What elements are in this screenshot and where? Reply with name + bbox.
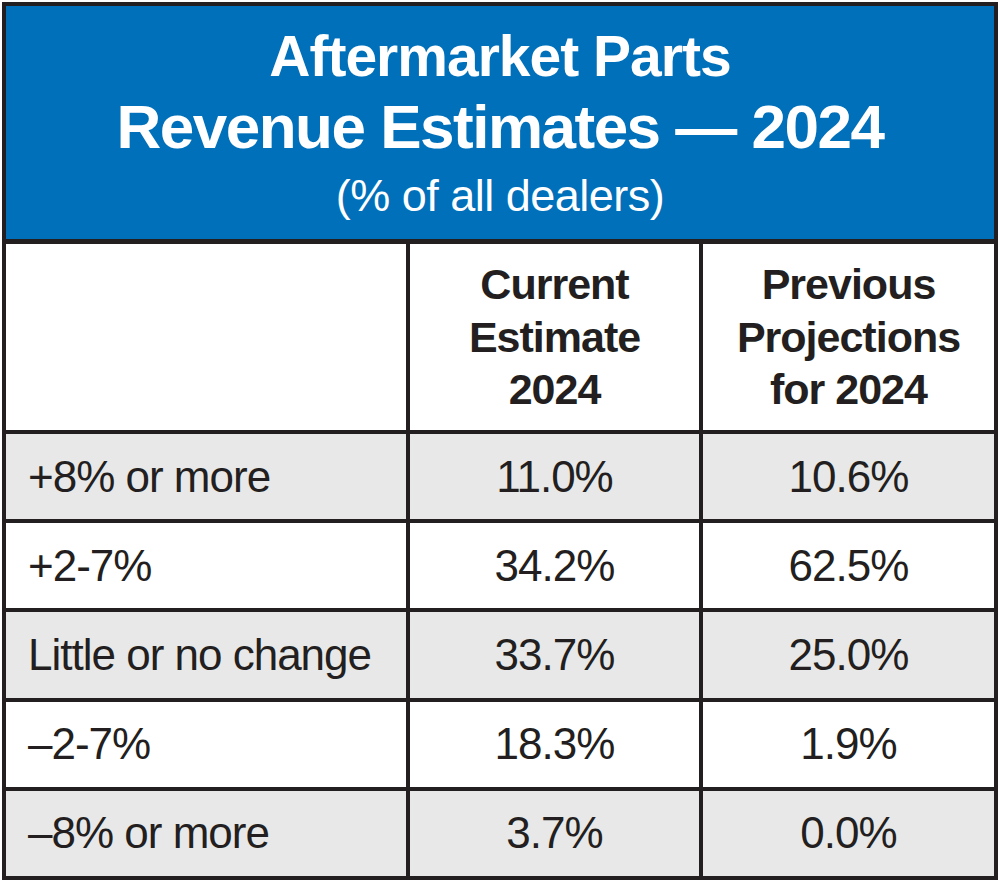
chart-title-line1: Aftermarket Parts <box>6 23 994 90</box>
cell-previous: 62.5% <box>699 519 994 608</box>
cell-previous: 1.9% <box>699 698 994 787</box>
cell-previous: 25.0% <box>699 608 994 697</box>
cell-current: 33.7% <box>406 608 699 697</box>
cell-current: 3.7% <box>406 787 699 876</box>
column-header-previous-projections: Previous Projections for 2024 <box>699 244 994 430</box>
cell-current: 34.2% <box>406 519 699 608</box>
row-label: +8% or more <box>6 430 406 519</box>
aftermarket-parts-table: Aftermarket Parts Revenue Estimates — 20… <box>2 2 998 880</box>
cell-current: 18.3% <box>406 698 699 787</box>
cell-previous: 0.0% <box>699 787 994 876</box>
chart-subtitle: (% of all dealers) <box>6 168 994 224</box>
corner-empty-cell <box>6 244 406 430</box>
title-band: Aftermarket Parts Revenue Estimates — 20… <box>6 6 994 244</box>
cell-current: 11.0% <box>406 430 699 519</box>
row-label: Little or no change <box>6 608 406 697</box>
chart-title-line2: Revenue Estimates — 2024 <box>6 90 994 163</box>
row-label: +2-7% <box>6 519 406 608</box>
row-label: –8% or more <box>6 787 406 876</box>
data-table: Current Estimate 2024 Previous Projectio… <box>6 244 994 876</box>
column-header-current-estimate: Current Estimate 2024 <box>406 244 699 430</box>
row-label: –2-7% <box>6 698 406 787</box>
cell-previous: 10.6% <box>699 430 994 519</box>
